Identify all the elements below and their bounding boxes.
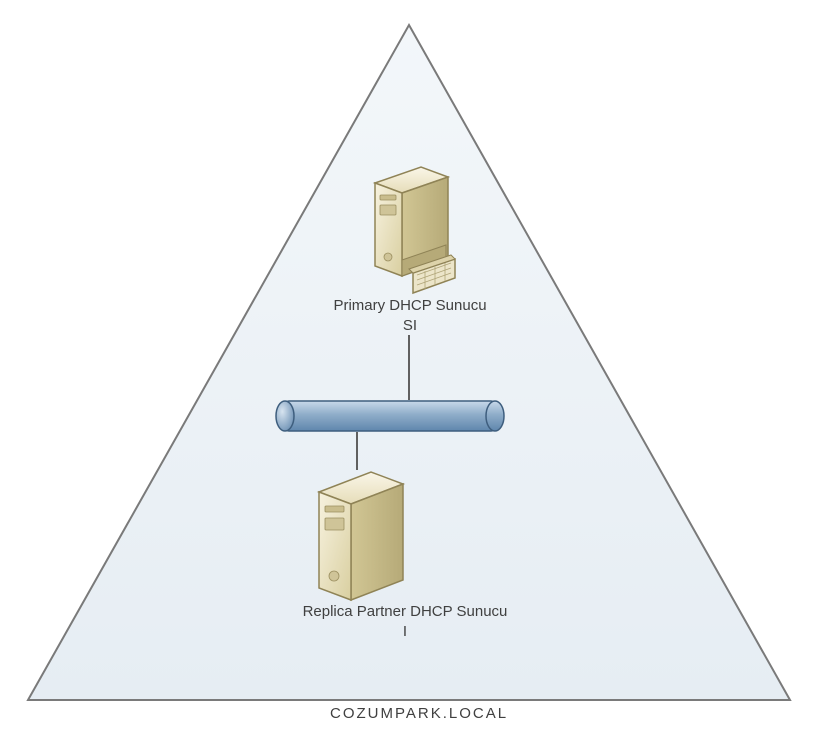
primary-server-node [363,165,458,285]
primary-server-label: Primary DHCP Sunucu SI [310,296,510,337]
diagram-canvas: Primary DHCP Sunucu SI Replica Partner D… [0,0,818,730]
network-pipe [275,400,505,432]
replica-server-node [305,470,410,605]
edge-primary-to-pipe [408,335,410,400]
domain-label: COZUMPARK.LOCAL [330,705,508,722]
replica-server-label: Replica Partner DHCP Sunucu I [275,602,535,643]
edge-pipe-to-replica [356,432,358,470]
